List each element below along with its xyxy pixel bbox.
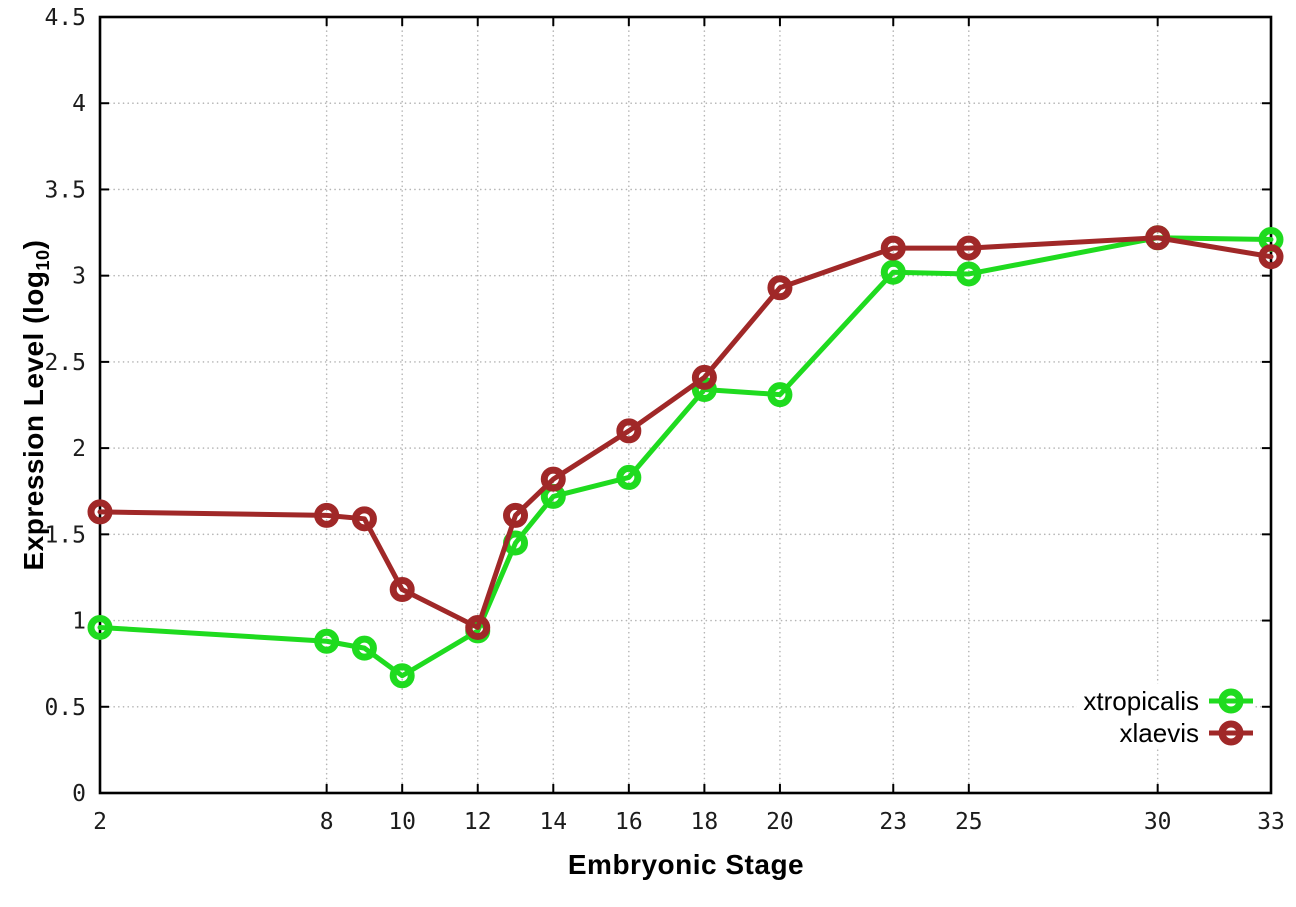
data-point-marker	[389, 577, 415, 603]
series-xlaevis	[87, 225, 1284, 640]
y-tick-label: 3.5	[44, 177, 86, 203]
data-point-marker	[1145, 225, 1171, 251]
data-point-marker	[616, 464, 642, 490]
data-point-marker	[540, 466, 566, 492]
data-point-marker	[87, 614, 113, 640]
x-tick-label: 25	[955, 809, 983, 835]
x-tick-label: 12	[464, 809, 492, 835]
line-circle-marker-icon	[1209, 720, 1253, 745]
series-line	[97, 235, 1274, 630]
data-point-marker	[1258, 244, 1284, 270]
data-point-marker	[314, 502, 340, 528]
data-point-marker	[691, 364, 717, 390]
x-axis-title: Embryonic Stage	[567, 849, 805, 880]
data-point-marker	[880, 235, 906, 261]
data-point-marker	[880, 259, 906, 285]
legend-label-xtropicalis: xtropicalis	[1083, 685, 1199, 716]
data-point-marker	[351, 635, 377, 661]
y-axis-title-subscript: 10	[33, 249, 54, 271]
y-tick-label: 2	[72, 436, 86, 462]
y-tick-label: 0	[72, 781, 86, 807]
legend-label-xlaevis: xlaevis	[1119, 717, 1199, 748]
data-point-marker	[956, 235, 982, 261]
y-tick-label: 2.5	[44, 350, 86, 376]
x-tick-label: 23	[879, 809, 907, 835]
line-circle-marker-icon	[1209, 688, 1253, 713]
y-tick-label: 0.5	[44, 695, 86, 721]
legend-item-xlaevis: xlaevis	[1120, 718, 1254, 747]
y-tick-label: 4	[72, 91, 86, 117]
data-point-marker	[465, 614, 491, 640]
x-tick-label: 18	[691, 809, 719, 835]
y-axis-title: Expression Level (log10)	[18, 240, 54, 571]
series-xtropicalis	[87, 225, 1284, 689]
data-point-marker	[616, 418, 642, 444]
data-point-marker	[351, 506, 377, 532]
data-point-marker	[87, 499, 113, 525]
data-point-marker	[956, 261, 982, 287]
y-tick-label: 1.5	[44, 522, 86, 548]
x-tick-label: 16	[615, 809, 643, 835]
y-axis-title-close: )	[17, 239, 49, 250]
x-tick-label: 30	[1144, 809, 1172, 835]
y-tick-label: 4.5	[44, 5, 86, 31]
plot-border	[98, 15, 1273, 795]
x-tick-label: 33	[1257, 809, 1285, 835]
y-axis-title-text: Expression Level (log	[17, 270, 49, 571]
x-tick-label: 20	[766, 809, 794, 835]
legend: xtropicalis xlaevis	[1077, 684, 1254, 749]
data-point-marker	[389, 663, 415, 689]
y-tick-label: 1	[72, 609, 86, 635]
x-tick-label: 14	[539, 809, 567, 835]
data-point-marker	[314, 628, 340, 654]
legend-item-xtropicalis: xtropicalis	[1083, 686, 1254, 715]
y-tick-label: 3	[72, 264, 86, 290]
data-point-marker	[691, 376, 717, 402]
data-point-marker	[767, 275, 793, 301]
series-line	[97, 235, 1274, 679]
x-tick-label: 2	[93, 809, 107, 835]
data-point-marker	[767, 382, 793, 408]
data-point-marker	[503, 502, 529, 528]
x-tick-label: 10	[388, 809, 416, 835]
x-tick-label: 8	[320, 809, 334, 835]
